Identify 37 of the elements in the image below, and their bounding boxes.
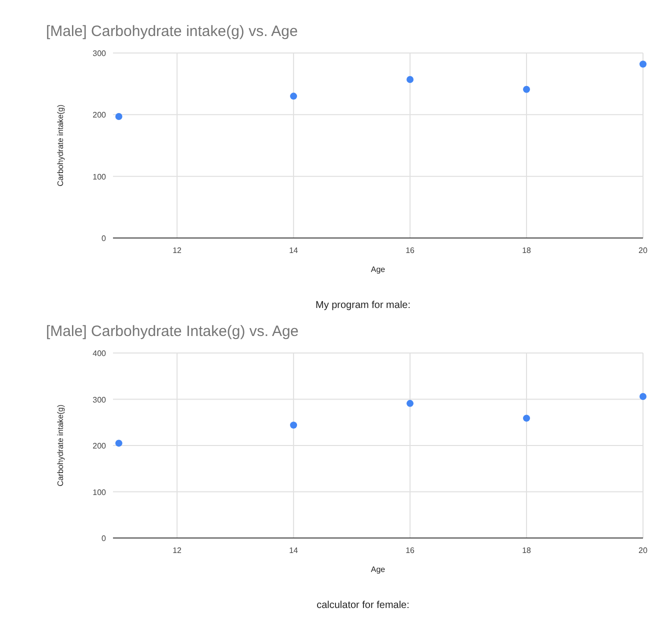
point xyxy=(406,76,414,84)
x-tick-label: 20 xyxy=(638,246,648,255)
text: calculator for female: xyxy=(316,600,410,611)
y-tick-label: 200 xyxy=(92,110,107,120)
point xyxy=(523,86,530,93)
chart-title: [Male] Carbohydrate intake(g) vs. Age xyxy=(46,23,298,40)
point xyxy=(640,392,646,400)
point xyxy=(290,92,298,100)
y-tick-label: 200 xyxy=(92,442,107,450)
point xyxy=(406,400,414,407)
x-tick-label: 18 xyxy=(522,246,532,255)
y-tick-label: 300 xyxy=(92,395,107,404)
point xyxy=(523,414,530,422)
y-axis-title: Carbohydrate intake(g) xyxy=(56,104,65,186)
y-tick-label: 0 xyxy=(102,534,107,543)
y-axis-title: Carbohydrate intake(g) xyxy=(56,404,65,486)
point xyxy=(115,113,122,120)
x-tick-label: 14 xyxy=(289,546,299,555)
point xyxy=(640,60,646,68)
point xyxy=(290,422,298,429)
x-axis-title: Age xyxy=(370,565,386,574)
x-tick-label: 20 xyxy=(638,546,648,555)
y-tick-label: 100 xyxy=(92,172,107,182)
x-tick-label: 12 xyxy=(172,246,182,255)
y-tick-label: 400 xyxy=(92,349,107,358)
y-tick-label: 100 xyxy=(92,488,107,497)
x-tick-label: 18 xyxy=(522,546,532,555)
x-tick-label: 14 xyxy=(289,246,299,255)
x-tick-label: 16 xyxy=(406,546,416,555)
point xyxy=(115,440,122,447)
x-tick-label: 16 xyxy=(406,246,416,255)
chart-title: [Male] Carbohydrate Intake(g) vs. Age xyxy=(46,323,299,340)
y-tick-label: 0 xyxy=(102,234,107,243)
x-axis-title: Age xyxy=(370,265,386,274)
text: My program for male: xyxy=(315,300,411,311)
y-tick-label: 300 xyxy=(92,49,107,58)
x-tick-label: 12 xyxy=(172,546,182,555)
